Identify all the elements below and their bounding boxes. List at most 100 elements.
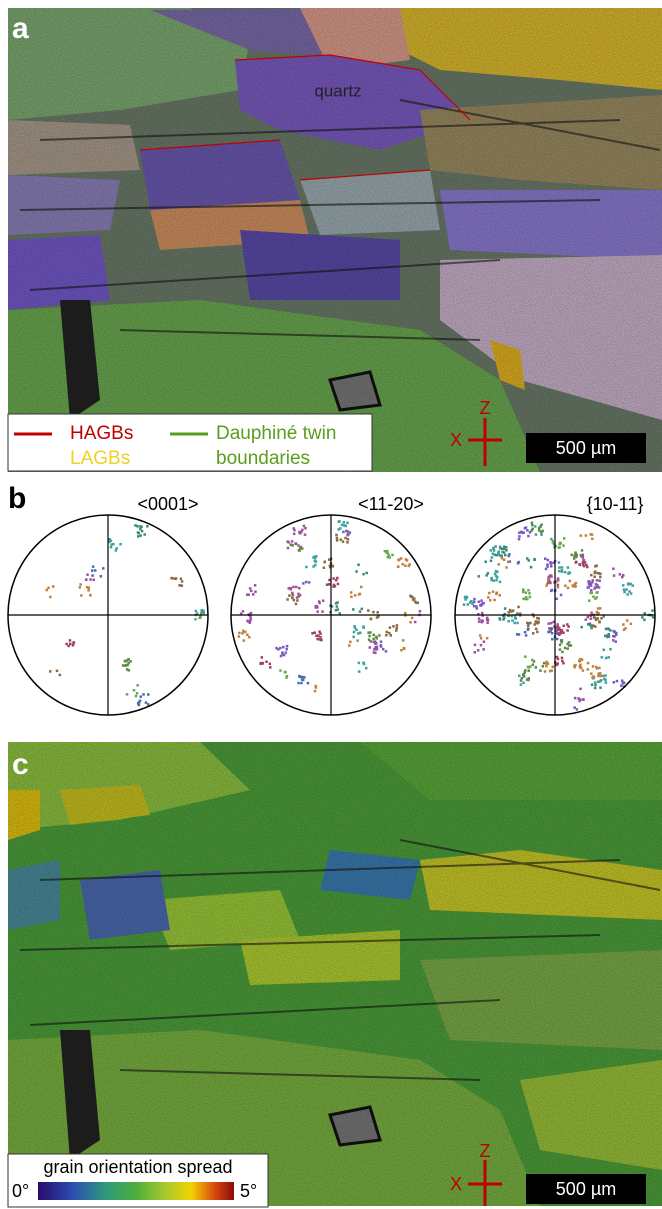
pole-cluster — [499, 581, 502, 584]
pole-cluster — [359, 593, 362, 596]
pole-cluster — [590, 627, 593, 630]
pole-cluster — [487, 596, 490, 599]
pole-cluster — [550, 622, 553, 625]
pole-cluster — [301, 547, 304, 550]
pole-cluster — [307, 682, 310, 685]
pole-cluster — [414, 621, 417, 624]
pole-cluster — [598, 621, 601, 624]
pole-cluster — [410, 596, 413, 599]
pole-cluster — [550, 565, 553, 568]
pole-cluster — [627, 583, 630, 586]
pole-cluster — [561, 657, 564, 660]
pole-cluster — [597, 607, 600, 610]
pole-cluster — [352, 636, 355, 639]
pole-cluster — [343, 524, 346, 527]
pole-cluster — [395, 627, 398, 630]
pole-cluster — [520, 531, 523, 534]
pole-cluster — [516, 622, 519, 625]
pole-cluster — [315, 686, 318, 689]
pole-cluster — [605, 681, 608, 684]
pole-figure — [238, 520, 422, 692]
pole-cluster — [312, 556, 315, 559]
pole-cluster — [361, 608, 364, 611]
pole-cluster — [322, 599, 325, 602]
pole-cluster — [355, 570, 358, 573]
pole-cluster — [499, 594, 502, 597]
pole-cluster — [323, 566, 326, 569]
pole-cluster — [181, 584, 184, 587]
pole-cluster — [127, 662, 130, 665]
pole-cluster — [568, 644, 571, 647]
pole-cluster — [473, 601, 476, 604]
pole-cluster — [615, 640, 618, 643]
pole-cluster — [593, 616, 596, 619]
pole-cluster — [477, 649, 480, 652]
pole-cluster — [575, 561, 578, 564]
pole-cluster — [594, 586, 597, 589]
pole-cluster — [175, 577, 178, 580]
gos-map — [8, 742, 662, 1206]
pole-cluster — [630, 623, 633, 626]
pole-cluster — [139, 525, 142, 528]
legend-label: Dauphiné twin — [216, 423, 336, 444]
pole-cluster — [489, 549, 492, 552]
pole-cluster — [585, 618, 588, 621]
pole-cluster — [463, 603, 466, 606]
pole-cluster — [128, 669, 131, 672]
pole-cluster — [558, 566, 561, 569]
pole-cluster — [353, 631, 356, 634]
pole-cluster — [384, 550, 387, 553]
pole-cluster — [282, 646, 285, 649]
pole-cluster — [328, 583, 331, 586]
pole-cluster — [119, 543, 122, 546]
pole-cluster — [250, 612, 253, 615]
pole-cluster — [146, 525, 149, 528]
pole-cluster — [469, 601, 472, 604]
pole-cluster — [486, 637, 489, 640]
pole-cluster — [527, 666, 530, 669]
pole-cluster — [526, 678, 529, 681]
pole-cluster — [378, 634, 381, 637]
pole-cluster — [561, 660, 564, 663]
pole-cluster — [556, 638, 559, 641]
pole-cluster — [587, 623, 590, 626]
pole-cluster — [496, 591, 499, 594]
pole-cluster — [507, 561, 510, 564]
pole-cluster — [328, 579, 331, 582]
pole-cluster — [596, 611, 599, 614]
pole-cluster — [487, 619, 490, 622]
panel-label: b — [8, 482, 26, 515]
pole-cluster — [546, 565, 549, 568]
pole-cluster — [403, 647, 406, 650]
pole-figure-label: <0001> — [137, 494, 198, 514]
pole-cluster — [623, 628, 626, 631]
pole-cluster — [499, 546, 502, 549]
pole-cluster — [338, 520, 341, 523]
pole-cluster — [275, 647, 278, 650]
pole-cluster — [573, 666, 576, 669]
pole-cluster — [126, 693, 129, 696]
pole-cluster — [279, 669, 282, 672]
pole-cluster — [561, 651, 564, 654]
pole-cluster — [342, 540, 345, 543]
pole-cluster — [524, 631, 527, 634]
pole-cluster — [411, 617, 414, 620]
pole-cluster — [137, 532, 140, 535]
pole-cluster — [583, 565, 586, 568]
pole-cluster — [522, 589, 525, 592]
pole-cluster — [524, 669, 527, 672]
pole-cluster — [535, 622, 538, 625]
pole-cluster — [303, 525, 306, 528]
pole-cluster — [254, 584, 257, 587]
pole-cluster — [581, 549, 584, 552]
pole-cluster — [92, 565, 95, 568]
pole-cluster — [485, 574, 488, 577]
pole-cluster — [136, 692, 139, 695]
pole-cluster — [536, 617, 539, 620]
pole-cluster — [356, 639, 359, 642]
pole-cluster — [512, 609, 514, 612]
pole-cluster — [558, 546, 561, 549]
pole-cluster — [286, 598, 289, 601]
pole-cluster — [505, 549, 508, 552]
pole-cluster — [265, 660, 268, 663]
